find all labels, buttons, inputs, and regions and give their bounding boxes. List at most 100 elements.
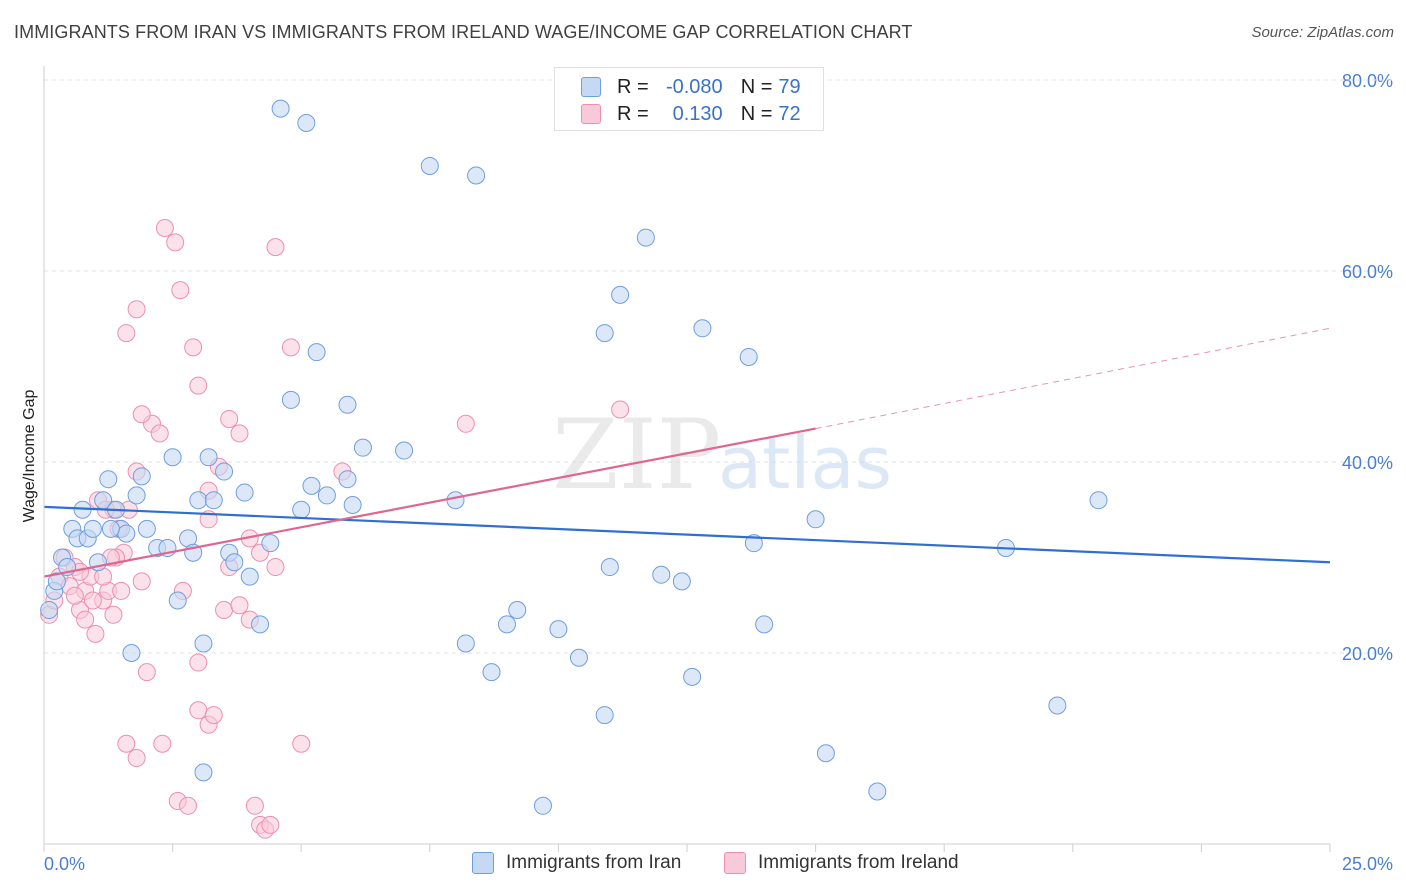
iran-point xyxy=(338,470,357,489)
iran-point xyxy=(194,763,213,782)
ireland-point xyxy=(456,414,475,433)
iran-point xyxy=(271,99,290,118)
ireland-point xyxy=(76,610,95,629)
x-tick-label-min: 0.0% xyxy=(44,854,85,874)
ireland-trend-extrapolation xyxy=(815,327,1331,430)
legend-iran-swatch xyxy=(472,852,494,874)
iran-point xyxy=(137,519,156,538)
ireland-point xyxy=(179,796,198,815)
legend-ireland-label: Immigrants from Ireland xyxy=(758,852,959,873)
iran-n-value: 79 xyxy=(778,75,801,98)
iran-point xyxy=(636,228,655,247)
gridlines: 20.0% 40.0% 60.0% 80.0% xyxy=(44,71,1393,664)
ireland-point xyxy=(132,572,151,591)
ireland-point xyxy=(150,424,169,443)
ireland-point xyxy=(266,558,285,577)
ireland-point xyxy=(171,281,190,300)
iran-point xyxy=(446,491,465,510)
iran-point xyxy=(456,634,475,653)
iran-point xyxy=(194,634,213,653)
iran-point xyxy=(225,553,244,572)
iran-point xyxy=(343,495,362,514)
iran-point xyxy=(806,510,825,529)
iran-point xyxy=(251,615,270,634)
iran-point xyxy=(420,156,439,175)
iran-point xyxy=(47,572,66,591)
ireland-point xyxy=(155,219,174,238)
iran-point xyxy=(163,448,182,467)
ireland-r-label: R = xyxy=(617,102,649,125)
ireland-n-value: 72 xyxy=(778,102,801,125)
iran-point xyxy=(338,395,357,414)
ireland-point xyxy=(292,734,311,753)
source-label: Source: ZipAtlas.com xyxy=(1251,24,1394,41)
ireland-point xyxy=(132,405,151,424)
iran-point xyxy=(467,166,486,185)
iran-point xyxy=(600,558,619,577)
ireland-point xyxy=(137,663,156,682)
iran-point xyxy=(549,620,568,639)
y-tick-label: 80.0% xyxy=(1342,71,1393,91)
y-tick-label: 20.0% xyxy=(1342,644,1393,664)
iran-point xyxy=(482,663,501,682)
iran-point xyxy=(595,706,614,725)
iran-point xyxy=(672,572,691,591)
ireland-point xyxy=(65,586,84,605)
ireland-point xyxy=(204,706,223,725)
iran-point xyxy=(652,565,671,584)
trend-lines xyxy=(43,327,1331,578)
y-tick-label: 60.0% xyxy=(1342,262,1393,282)
ireland-n-label: N = xyxy=(740,102,773,125)
iran-point xyxy=(302,476,321,495)
ireland-swatch xyxy=(581,104,601,124)
legend-item-iran[interactable]: Immigrants from Iran xyxy=(472,852,681,874)
ireland-point xyxy=(86,624,105,643)
ireland-point xyxy=(189,701,208,720)
ireland-trend-line xyxy=(43,427,816,578)
iran-trend-line xyxy=(43,505,1331,564)
iran-point xyxy=(297,113,316,132)
iran-point xyxy=(240,567,259,586)
x-tick-label-max: 25.0% xyxy=(1342,854,1393,874)
iran-n-label: N = xyxy=(740,75,773,98)
axes: 0.0% 25.0% xyxy=(43,66,1393,874)
iran-point xyxy=(1048,696,1067,715)
ireland-point xyxy=(184,338,203,357)
ireland-point xyxy=(261,815,280,834)
iran-point xyxy=(569,648,588,667)
y-tick-label: 40.0% xyxy=(1342,453,1393,473)
iran-point xyxy=(744,534,763,553)
ireland-point xyxy=(104,605,123,624)
ireland-point xyxy=(127,300,146,319)
iran-point xyxy=(353,438,372,457)
ireland-point xyxy=(220,410,239,429)
iran-point xyxy=(395,441,414,460)
iran-points xyxy=(40,99,1108,815)
iran-point xyxy=(611,285,630,304)
iran-point xyxy=(99,470,118,489)
legend-iran-label: Immigrants from Iran xyxy=(506,852,682,873)
ireland-point xyxy=(117,324,136,343)
iran-point xyxy=(1089,491,1108,510)
iran-point xyxy=(127,486,146,505)
iran-point xyxy=(317,486,336,505)
iran-point xyxy=(595,324,614,343)
ireland-point xyxy=(189,376,208,395)
ireland-point xyxy=(153,734,172,753)
iran-point xyxy=(508,601,527,620)
ireland-point xyxy=(245,796,264,815)
iran-point xyxy=(261,534,280,553)
ireland-point xyxy=(230,424,249,443)
stats-row-ireland: R = 0.130 N = 72 xyxy=(581,101,801,127)
ireland-point xyxy=(166,233,185,252)
ireland-point xyxy=(266,238,285,257)
iran-point xyxy=(868,782,887,801)
iran-r-label: R = xyxy=(617,75,649,98)
iran-point xyxy=(132,467,151,486)
ireland-point xyxy=(112,581,131,600)
ireland-point xyxy=(611,400,630,419)
legend-item-ireland[interactable]: Immigrants from Ireland xyxy=(724,852,959,874)
iran-point xyxy=(101,519,120,538)
iran-r-value: -0.080 xyxy=(665,75,723,98)
iran-point xyxy=(215,462,234,481)
